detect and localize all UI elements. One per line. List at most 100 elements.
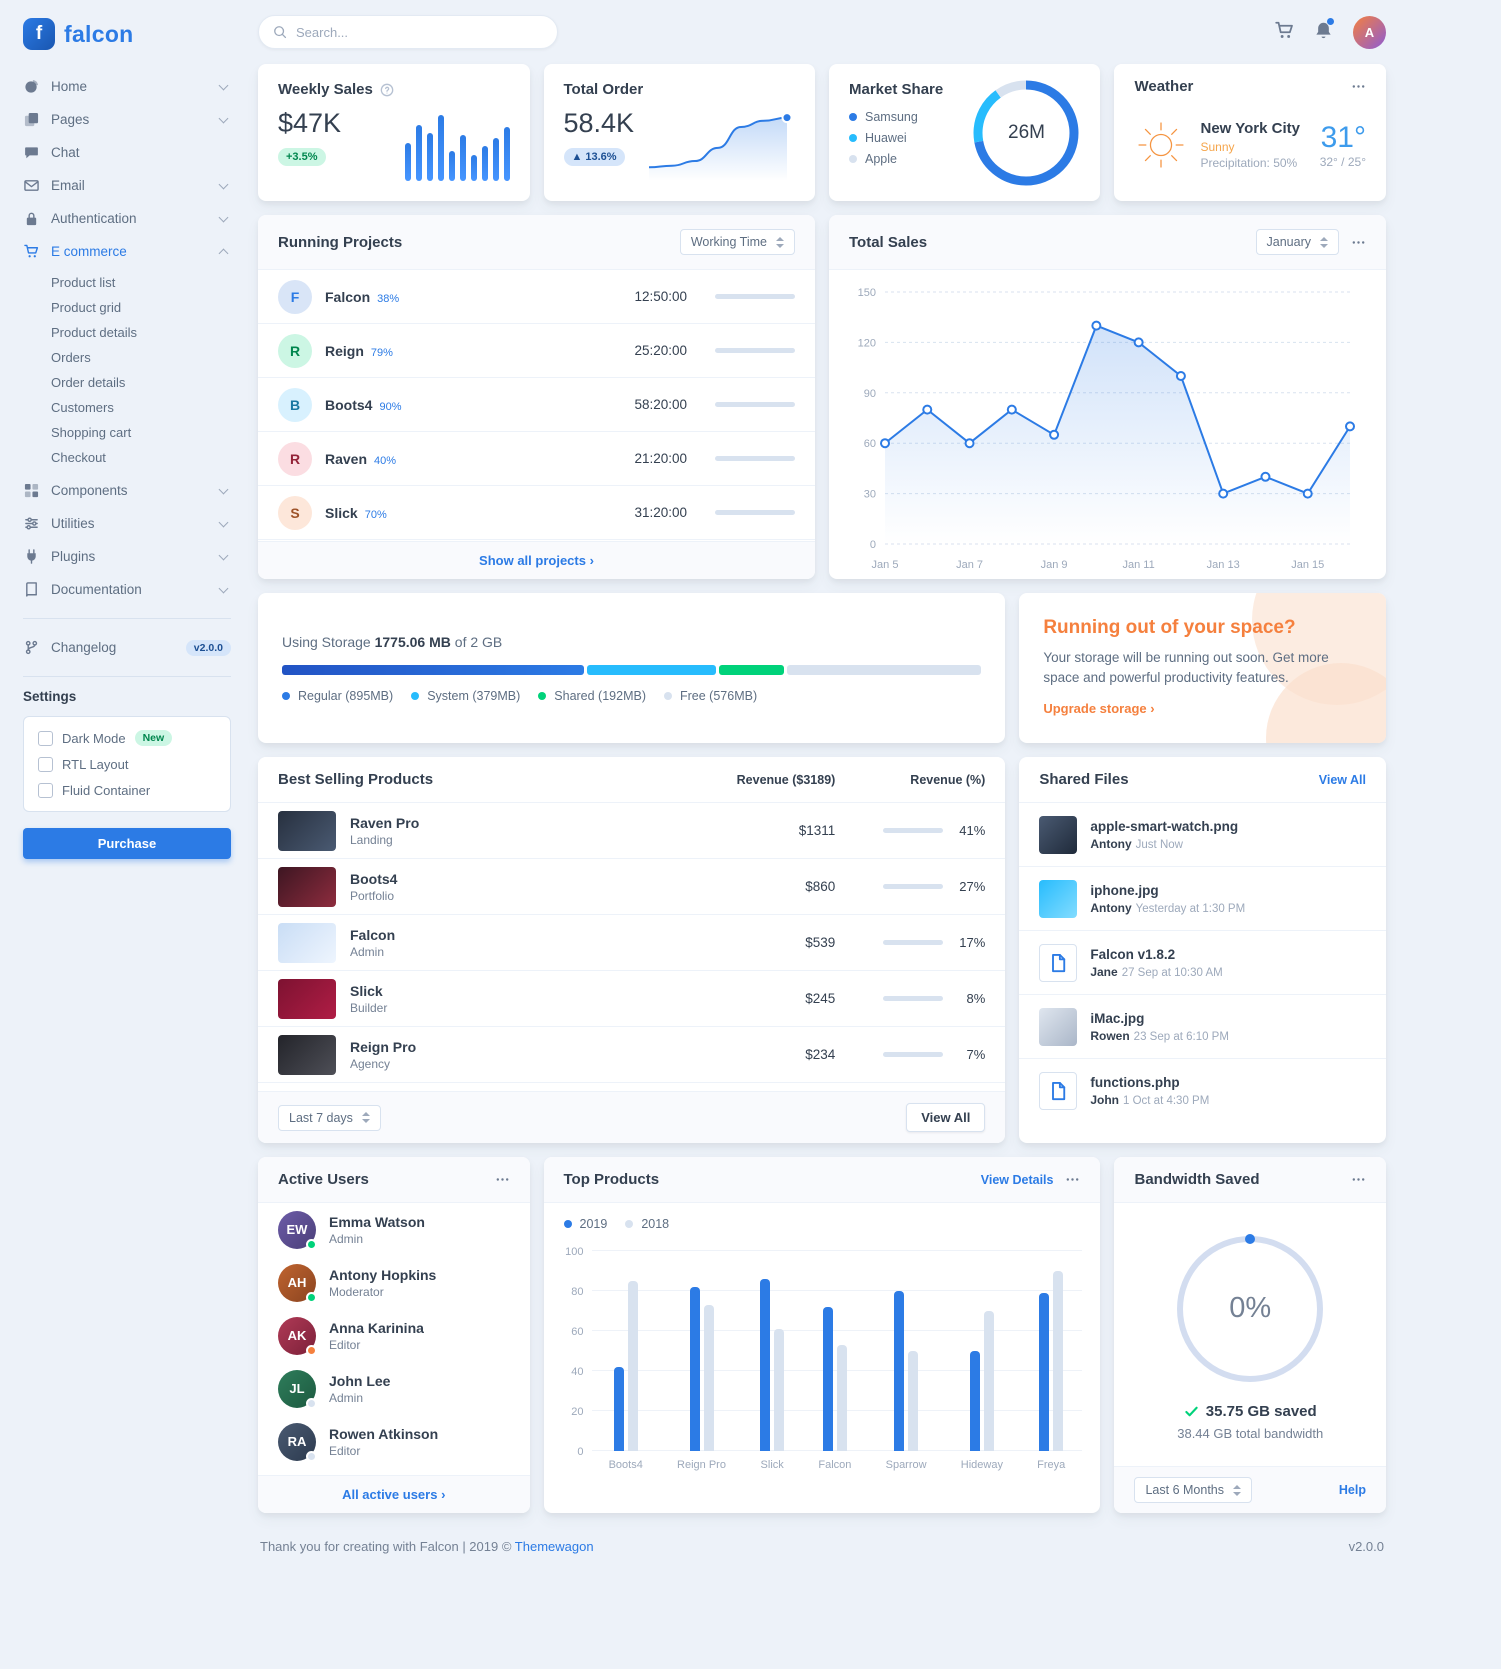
card-menu-icon[interactable]	[1351, 235, 1366, 250]
legend-label: Free (576MB)	[680, 688, 758, 703]
all-active-users-link[interactable]: All active users ›	[258, 1475, 530, 1513]
legend-item-2018[interactable]: 2018	[625, 1217, 669, 1231]
product-name-link[interactable]: Reign Pro	[350, 1038, 417, 1055]
file-name-link[interactable]: functions.php	[1090, 1075, 1180, 1090]
card-menu-icon[interactable]	[1351, 79, 1366, 94]
legend-item-2019[interactable]: 2019	[563, 1217, 607, 1231]
show-all-projects-link[interactable]: Show all projects ›	[258, 541, 815, 579]
settings-section: Settings Dark Mode New RTL Layout Fluid Con…	[23, 689, 231, 859]
sidebar-item-chat[interactable]: Chat	[23, 136, 231, 169]
x-axis-label: Falcon	[818, 1459, 852, 1471]
market-share-card: Market Share Samsung Huawei Apple 26M	[829, 64, 1101, 201]
working-time-select[interactable]: Working Time	[679, 229, 795, 255]
setting-label: Dark Mode	[62, 730, 126, 746]
storage-segment-shared-192mb-	[718, 664, 784, 675]
storage-legend-system-379mb-: System (379MB)	[411, 689, 520, 703]
plugins-icon	[23, 549, 40, 564]
search-input[interactable]	[296, 24, 543, 40]
product-name-link[interactable]: Boots4	[350, 870, 398, 887]
shared-files-title: Shared Files	[1039, 771, 1129, 788]
bar-2019	[969, 1351, 980, 1451]
bar-2019	[689, 1287, 700, 1451]
user-name-link[interactable]: Rowen Atkinson	[329, 1425, 439, 1442]
bar-2019	[613, 1367, 624, 1451]
sidebar-subitem-order-details[interactable]: Order details	[51, 375, 126, 390]
user-avatar: AK	[278, 1316, 317, 1356]
project-progress-bar	[715, 294, 795, 299]
product-name-link[interactable]: Falcon	[350, 926, 396, 943]
brand-logo[interactable]: f falcon	[23, 16, 231, 70]
setting-option-fluid-container[interactable]: Fluid Container	[38, 783, 216, 798]
sidebar-subitem-product-details[interactable]: Product details	[51, 325, 137, 340]
sidebar-item-changelog[interactable]: Changelog v2.0.0	[23, 631, 231, 664]
legend-label: System (379MB)	[427, 688, 521, 703]
user-name-link[interactable]: John Lee	[329, 1372, 391, 1389]
sidebar-subitem-orders[interactable]: Orders	[51, 350, 91, 365]
sidebar-item-home[interactable]: Home	[23, 70, 231, 103]
sidebar-item-utilities[interactable]: Utilities	[23, 507, 231, 540]
sidebar-subitem-product-grid[interactable]: Product grid	[51, 300, 122, 315]
last-7-days-select[interactable]: Last 7 days	[278, 1104, 381, 1131]
notifications-bell-icon[interactable]	[1314, 18, 1334, 43]
file-name-link[interactable]: iphone.jpg	[1090, 882, 1159, 898]
product-thumbnail	[278, 810, 336, 851]
card-menu-icon[interactable]	[495, 1172, 510, 1187]
file-name-link[interactable]: Falcon v1.8.2	[1090, 946, 1176, 962]
project-name-link[interactable]: Boots4	[325, 396, 373, 413]
settings-title: Settings	[23, 689, 77, 704]
project-progress-bar	[715, 402, 795, 407]
project-name-link[interactable]: Slick	[325, 504, 358, 521]
setting-option-rtl-layout[interactable]: RTL Layout	[38, 757, 216, 772]
card-menu-icon[interactable]	[1065, 1172, 1080, 1187]
product-name-link[interactable]: Slick	[350, 982, 383, 999]
checkbox[interactable]	[38, 757, 53, 772]
user-avatar[interactable]: A	[1353, 15, 1386, 49]
sidebar-subitem-customers[interactable]: Customers	[51, 400, 114, 415]
last-6-months-select[interactable]: Last 6 Months	[1134, 1477, 1252, 1503]
file-name-link[interactable]: apple-smart-watch.png	[1090, 818, 1239, 834]
project-row-boots4: B Boots4 90% 58:20:00	[258, 378, 815, 432]
purchase-button[interactable]: Purchase	[23, 828, 231, 859]
sidebar-item-email[interactable]: Email	[23, 169, 231, 202]
sidebar-item-e-commerce[interactable]: E commerce	[23, 235, 231, 268]
view-all-button[interactable]: View All	[906, 1103, 986, 1132]
file-name-link[interactable]: iMac.jpg	[1090, 1010, 1145, 1026]
themewagon-link[interactable]: Themewagon	[514, 1539, 594, 1554]
month-select[interactable]: January	[1255, 229, 1339, 255]
help-link[interactable]: Help	[1338, 1483, 1366, 1497]
bar-2018	[774, 1329, 785, 1451]
card-menu-icon[interactable]	[1351, 1172, 1366, 1187]
view-details-link[interactable]: View Details	[980, 1172, 1054, 1187]
legend-dot	[282, 691, 290, 700]
total-order-sparkline	[648, 112, 793, 181]
sidebar-item-components[interactable]: Components	[23, 474, 231, 507]
upgrade-storage-link[interactable]: Upgrade storage ›	[1043, 700, 1155, 716]
setting-option-dark-mode[interactable]: Dark Mode New	[38, 730, 216, 746]
bar-2018	[1053, 1271, 1064, 1451]
sidebar-item-plugins[interactable]: Plugins	[23, 540, 231, 573]
svg-text:Jan 9: Jan 9	[1041, 559, 1068, 571]
sidebar-item-pages[interactable]: Pages	[23, 103, 231, 136]
sidebar-subitem-checkout[interactable]: Checkout	[51, 450, 106, 465]
sidebar-item-authentication[interactable]: Authentication	[23, 202, 231, 235]
shared-files-view-all-link[interactable]: View All	[1318, 772, 1366, 787]
product-name-link[interactable]: Raven Pro	[350, 814, 420, 831]
project-name-link[interactable]: Raven	[325, 450, 368, 467]
user-name-link[interactable]: Antony Hopkins	[329, 1266, 437, 1283]
checkbox[interactable]	[38, 730, 53, 746]
project-time: 58:20:00	[634, 397, 687, 412]
checkbox[interactable]	[38, 783, 53, 798]
sidebar-subitem-shopping-cart[interactable]: Shopping cart	[51, 425, 132, 440]
sidebar-item-documentation[interactable]: Documentation	[23, 573, 231, 606]
file-row-iphone-jpg: iphone.jpg Antony Yesterday at 1:30 PM	[1019, 867, 1386, 931]
legend-dot	[849, 113, 857, 121]
project-name-link[interactable]: Falcon	[325, 288, 371, 305]
info-icon[interactable]	[380, 83, 394, 97]
total-order-title: Total Order	[563, 81, 644, 98]
cart-icon[interactable]	[1275, 21, 1294, 43]
user-name-link[interactable]: Emma Watson	[329, 1213, 425, 1230]
user-name-link[interactable]: Anna Karinina	[329, 1319, 424, 1336]
project-name-link[interactable]: Reign	[325, 342, 364, 359]
sidebar-subitem-product-list[interactable]: Product list	[51, 275, 116, 290]
search-box[interactable]	[258, 15, 558, 49]
